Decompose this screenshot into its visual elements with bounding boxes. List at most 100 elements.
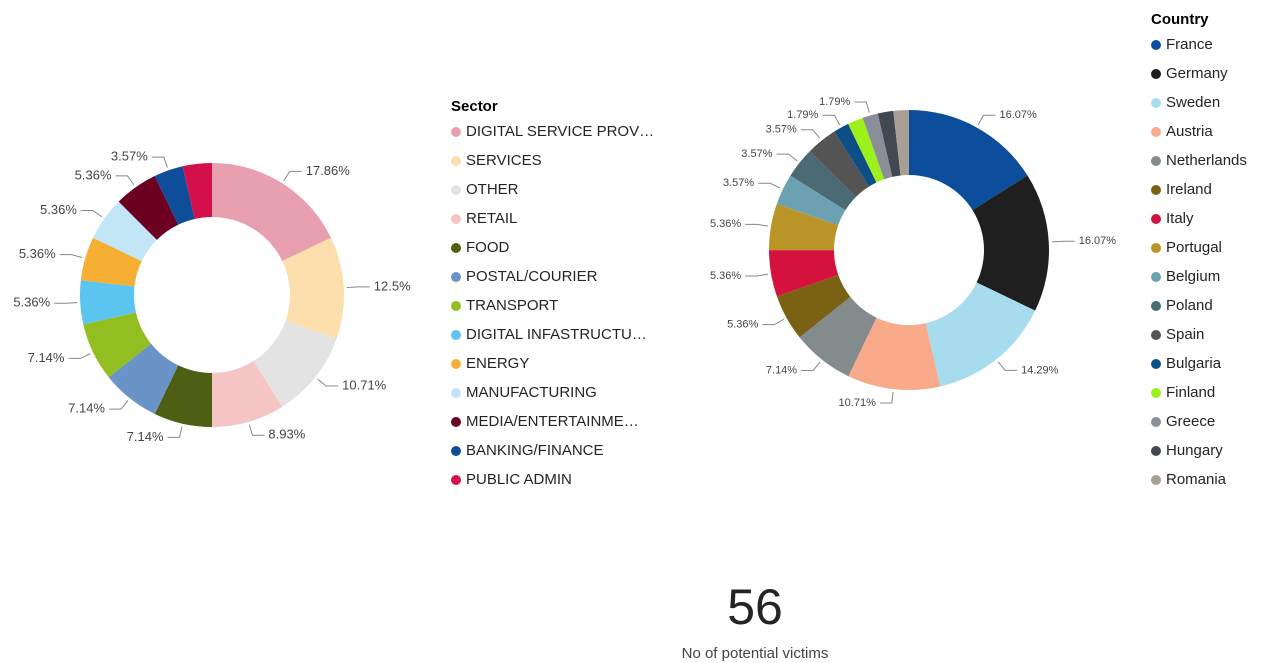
slice [877, 110, 901, 177]
legend-marker [1151, 359, 1161, 369]
legend-label: RETAIL [466, 210, 517, 227]
data-label: 12.5% [374, 278, 411, 293]
legend-marker [451, 446, 461, 456]
legend-label: TRANSPORT [466, 297, 558, 314]
data-label: 8.93% [268, 427, 305, 442]
legend-marker [1151, 185, 1161, 195]
leader-line [997, 361, 1018, 371]
legend-marker [1151, 127, 1161, 137]
leader-line [248, 424, 265, 436]
data-label: 5.36% [727, 319, 758, 331]
data-label: 7.14% [68, 401, 105, 416]
slice [799, 296, 877, 377]
data-label: 16.07% [1079, 235, 1117, 247]
legend-marker [451, 243, 461, 253]
leader-line [109, 400, 129, 410]
data-label: 3.57% [111, 149, 148, 164]
legend-label: OTHER [466, 181, 519, 198]
data-label: 10.71% [839, 397, 877, 409]
legend-marker [1151, 301, 1161, 311]
leader-line [745, 273, 769, 277]
data-label: 5.36% [75, 167, 112, 182]
slice [862, 113, 893, 180]
data-label: 10.71% [342, 377, 387, 392]
legend-label: MANUFACTURING [466, 384, 597, 401]
legend-marker [451, 330, 461, 340]
leader-line [745, 223, 769, 227]
legend-label: Netherlands [1166, 152, 1247, 169]
leader-line [54, 302, 78, 304]
data-label: 17.86% [306, 163, 351, 178]
data-label: 7.14% [28, 350, 65, 365]
slice [776, 175, 846, 226]
data-label: 7.14% [127, 429, 164, 444]
legend-label: Spain [1166, 326, 1204, 343]
leader-line [167, 426, 183, 438]
leader-line [80, 210, 103, 218]
legend-marker [1151, 214, 1161, 224]
leader-line [283, 170, 302, 181]
data-label: 5.36% [40, 202, 77, 217]
slice [790, 151, 856, 211]
legend-marker [1151, 156, 1161, 166]
legend-marker [451, 417, 461, 427]
legend-title: Country [1151, 11, 1209, 28]
legend-label: Portugal [1166, 239, 1222, 256]
slice [848, 117, 885, 183]
slice [253, 320, 337, 407]
legend-label: FOOD [466, 239, 509, 256]
slice [972, 175, 1049, 311]
leader-line [879, 392, 894, 404]
slice [768, 203, 839, 251]
legend-marker [1151, 40, 1161, 50]
legend-label: Bulgaria [1166, 355, 1222, 372]
legend-marker [451, 475, 461, 485]
legend-label: Sweden [1166, 94, 1220, 111]
slice [925, 282, 1036, 387]
data-label: 3.57% [723, 177, 754, 189]
legend-marker [1151, 69, 1161, 79]
legend-label: MEDIA/ENTERTAINME… [466, 413, 639, 430]
data-label: 1.79% [787, 109, 818, 121]
leader-line [317, 378, 339, 387]
leader-line [762, 318, 785, 326]
legend-label: DIGITAL INFASTRUCTU… [466, 326, 647, 343]
slice [212, 361, 283, 427]
legend-marker [451, 156, 461, 166]
legend-label: Greece [1166, 413, 1215, 430]
leader-line [854, 101, 870, 113]
legend-label: PUBLIC ADMIN [466, 471, 572, 488]
leader-line [1051, 240, 1075, 243]
legend-marker [451, 185, 461, 195]
legend-marker [1151, 475, 1161, 485]
slice [212, 163, 331, 262]
slice [769, 250, 839, 297]
legend-marker [1151, 388, 1161, 398]
legend-label: Germany [1166, 65, 1228, 82]
legend-label: DIGITAL SERVICE PROV… [466, 123, 654, 140]
data-label: 16.07% [999, 109, 1037, 121]
legend-label: Ireland [1166, 181, 1212, 198]
leader-line [800, 129, 821, 139]
slice [154, 166, 195, 225]
slice [79, 280, 136, 325]
data-label: 3.57% [766, 124, 797, 136]
slice [83, 312, 152, 378]
legend-marker [1151, 243, 1161, 253]
slice [80, 237, 142, 287]
legend-marker [451, 388, 461, 398]
slice [282, 237, 345, 339]
data-label: 5.36% [710, 218, 741, 230]
leader-line [977, 114, 996, 126]
slice [776, 274, 851, 338]
data-label: 1.79% [819, 96, 850, 108]
legend-label: POSTAL/COURIER [466, 268, 598, 285]
legend-label: Italy [1166, 210, 1194, 227]
legend-label: Romania [1166, 471, 1227, 488]
slice [893, 110, 909, 176]
card-label: No of potential victims [682, 645, 829, 662]
leader-line [151, 156, 168, 168]
legend-marker [1151, 98, 1161, 108]
slice [182, 163, 212, 219]
